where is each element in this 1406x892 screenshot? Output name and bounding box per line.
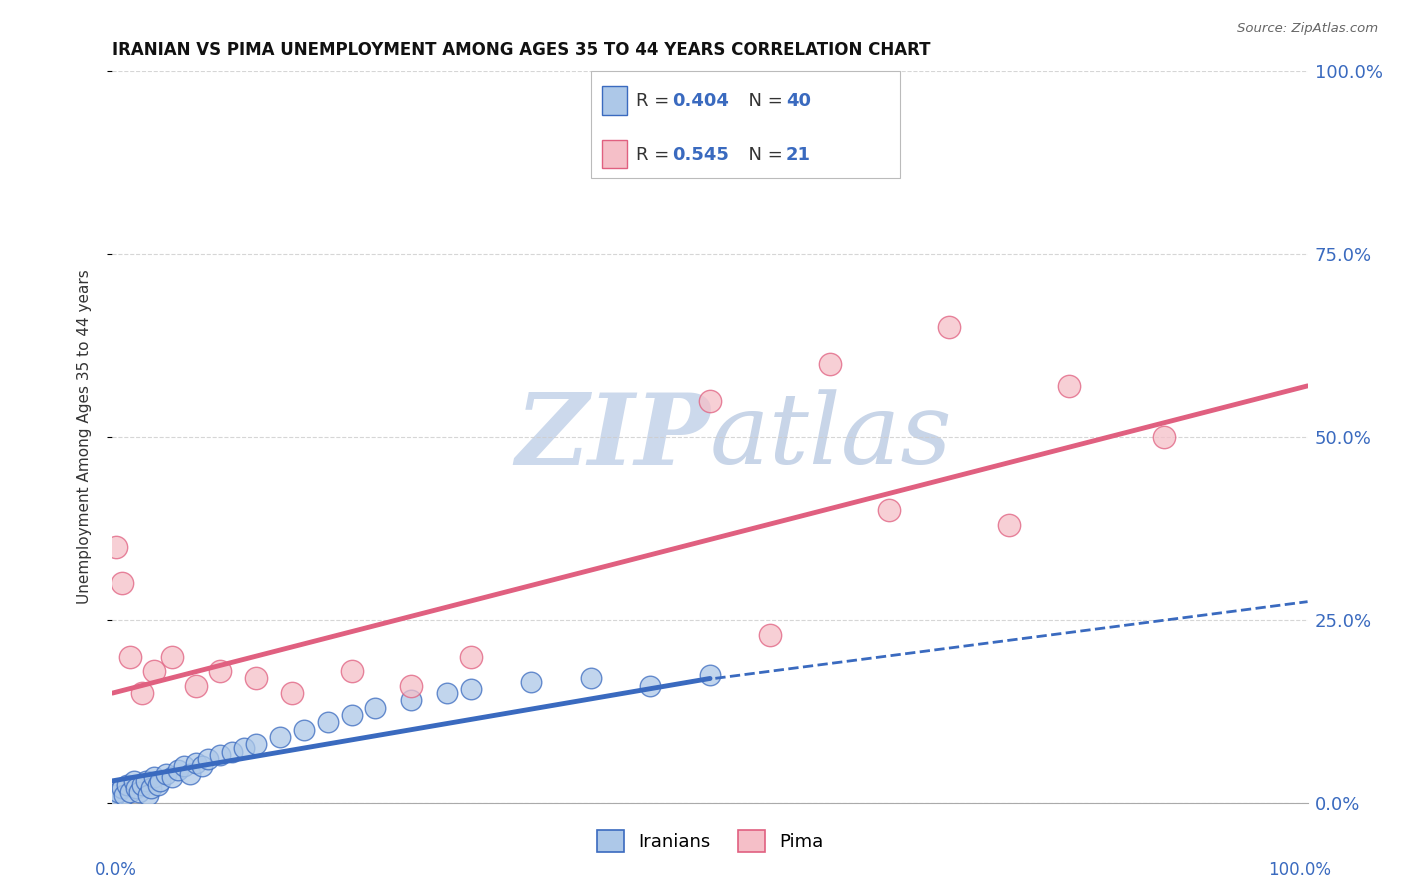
Point — [135, 773, 157, 788]
Point — [139, 781, 162, 796]
Point — [143, 664, 166, 678]
Point — [186, 679, 208, 693]
Y-axis label: Unemployment Among Ages 35 to 44 years: Unemployment Among Ages 35 to 44 years — [77, 269, 91, 605]
Point — [460, 682, 482, 697]
Text: 40: 40 — [786, 93, 811, 111]
Text: IRANIAN VS PIMA UNEMPLOYMENT AMONG AGES 35 TO 44 YEARS CORRELATION CHART: IRANIAN VS PIMA UNEMPLOYMENT AMONG AGES … — [112, 41, 931, 59]
Point — [699, 667, 721, 681]
Point — [107, 785, 129, 799]
Point — [186, 756, 208, 770]
Point — [221, 745, 243, 759]
Legend: Iranians, Pima: Iranians, Pima — [589, 823, 831, 860]
Text: N =: N = — [737, 146, 789, 164]
Point — [1057, 379, 1080, 393]
Point — [340, 664, 363, 678]
Point — [938, 320, 960, 334]
Point — [149, 773, 172, 788]
Point — [167, 763, 190, 777]
Point — [640, 679, 662, 693]
Point — [146, 778, 169, 792]
Text: 21: 21 — [786, 146, 811, 164]
Point — [879, 503, 901, 517]
Point — [245, 737, 267, 751]
Point — [105, 540, 128, 554]
Point — [292, 723, 315, 737]
Point — [115, 778, 138, 792]
Point — [191, 759, 214, 773]
Text: R =: R = — [636, 93, 675, 111]
Point — [162, 770, 183, 784]
Point — [209, 748, 232, 763]
Text: atlas: atlas — [710, 390, 953, 484]
Text: 0.0%: 0.0% — [94, 862, 136, 880]
Point — [120, 649, 142, 664]
Point — [131, 778, 153, 792]
Point — [155, 766, 177, 780]
Text: 0.404: 0.404 — [672, 93, 728, 111]
Point — [818, 357, 841, 371]
Point — [759, 627, 782, 641]
Point — [316, 715, 339, 730]
Point — [173, 759, 195, 773]
Point — [179, 766, 201, 780]
Point — [699, 393, 721, 408]
Point — [340, 708, 363, 723]
Point — [460, 649, 482, 664]
Point — [111, 781, 134, 796]
Point — [120, 785, 142, 799]
Point — [122, 773, 145, 788]
Point — [162, 649, 183, 664]
Text: 100.0%: 100.0% — [1268, 862, 1331, 880]
Point — [138, 789, 160, 803]
Point — [209, 664, 232, 678]
Text: Source: ZipAtlas.com: Source: ZipAtlas.com — [1237, 22, 1378, 36]
Text: ZIP: ZIP — [515, 389, 710, 485]
Point — [281, 686, 304, 700]
Text: R =: R = — [636, 146, 675, 164]
Point — [401, 679, 423, 693]
Point — [104, 789, 127, 803]
Text: 0.545: 0.545 — [672, 146, 728, 164]
Point — [579, 672, 602, 686]
Point — [436, 686, 458, 700]
Point — [143, 770, 166, 784]
Point — [131, 686, 153, 700]
Point — [401, 693, 423, 707]
Text: N =: N = — [737, 93, 789, 111]
Point — [197, 752, 219, 766]
Point — [1153, 430, 1175, 444]
Point — [111, 576, 134, 591]
Point — [998, 517, 1021, 532]
Point — [364, 700, 387, 714]
Point — [245, 672, 267, 686]
Point — [520, 675, 543, 690]
Point — [125, 781, 148, 796]
Point — [114, 789, 135, 803]
Point — [269, 730, 291, 744]
Point — [233, 740, 256, 755]
Point — [128, 785, 150, 799]
